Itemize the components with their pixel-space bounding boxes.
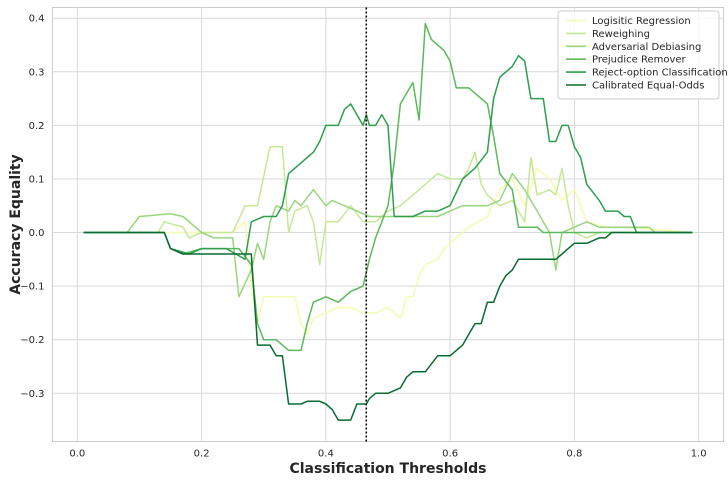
legend-entry: Logisitic Regression xyxy=(592,16,691,27)
x-axis-title: Classification Thresholds xyxy=(289,461,486,477)
legend-entry: Prejudice Remover xyxy=(592,55,687,66)
x-tick-label: 0.4 xyxy=(318,449,334,460)
x-tick-label: 0.0 xyxy=(69,449,85,460)
series-layer xyxy=(83,22,693,421)
series-line xyxy=(83,146,693,266)
y-tick-label: 0.4 xyxy=(29,14,45,25)
y-tick-label: 0.0 xyxy=(29,228,45,239)
y-tick-label: 0.3 xyxy=(29,67,45,78)
x-tick-label: 1.0 xyxy=(691,449,707,460)
x-tick-label: 0.6 xyxy=(442,449,458,460)
y-axis-title: Accuracy Equality xyxy=(8,154,24,294)
series-line xyxy=(83,22,693,352)
y-tick-labels: −0.3 −0.2 −0.1 0.0 0.1 0.2 0.3 0.4 xyxy=(20,14,44,400)
series-line xyxy=(83,231,693,421)
legend-box xyxy=(557,10,720,100)
y-tick-label: −0.1 xyxy=(20,282,44,293)
x-tick-label: 0.2 xyxy=(194,449,210,460)
legend-entry: Calibrated Equal-Odds xyxy=(592,81,704,92)
legend-entry: Reject-option Classification xyxy=(592,68,728,79)
y-tick-label: −0.3 xyxy=(20,389,44,400)
x-tick-label: 0.8 xyxy=(566,449,582,460)
y-tick-label: 0.2 xyxy=(29,121,45,132)
legend: Logisitic Regression Reweighing Adversaria… xyxy=(557,10,728,100)
legend-entry: Adversarial Debiasing xyxy=(592,42,701,53)
y-tick-label: 0.1 xyxy=(29,174,45,185)
series-line xyxy=(83,172,693,298)
x-tick-labels: 0.0 0.2 0.4 0.6 0.8 1.0 xyxy=(69,449,706,460)
legend-entry: Reweighing xyxy=(592,29,650,40)
series-line xyxy=(83,167,693,336)
y-tick-label: −0.2 xyxy=(20,335,44,346)
series-line xyxy=(83,54,693,261)
